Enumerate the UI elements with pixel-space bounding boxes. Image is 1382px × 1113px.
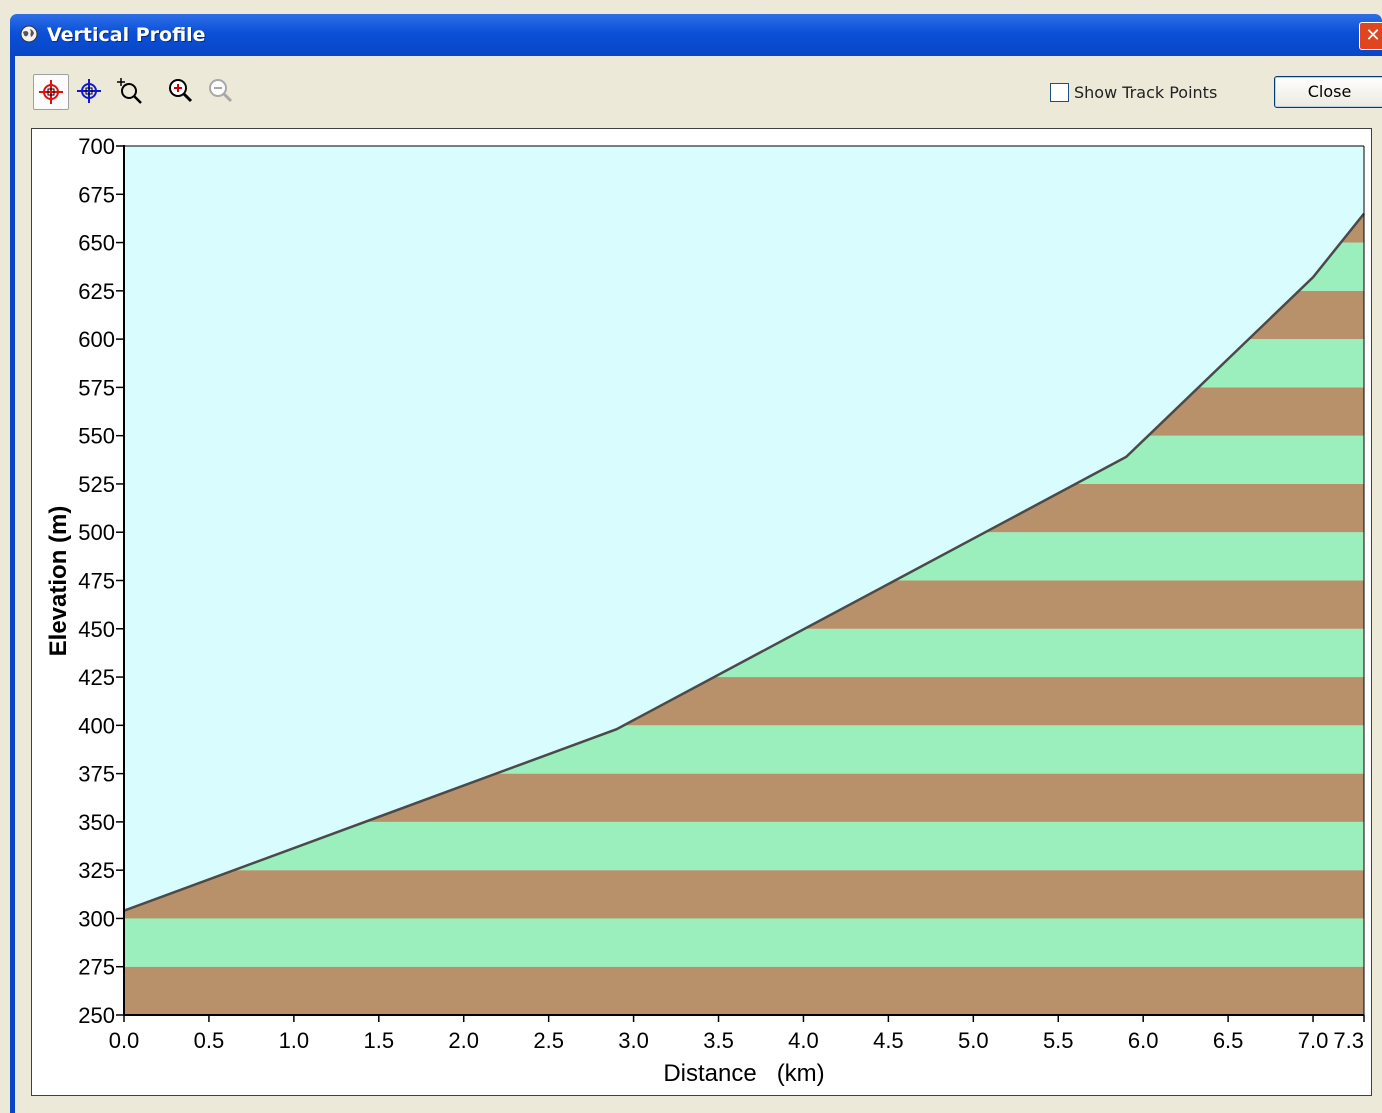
y-tick-label: 600 <box>78 327 115 352</box>
y-tick-label: 550 <box>78 424 115 449</box>
app-globe-icon <box>20 25 38 43</box>
window-frame <box>10 56 15 1113</box>
x-tick-label: 0.5 <box>194 1028 225 1053</box>
elevation-chart: 250 275 300 325 350 375 400 425 450 475 500 525 550 5… <box>45 134 1365 1087</box>
y-tick-label: 575 <box>78 375 115 400</box>
y-tick-label: 350 <box>78 810 115 835</box>
y-tick-label: 625 <box>78 279 115 304</box>
x-tick-label: 4.5 <box>873 1028 904 1053</box>
crosshair-red-icon[interactable] <box>33 74 69 110</box>
y-tick-label: 400 <box>78 713 115 738</box>
x-tick-label: 3.5 <box>703 1028 734 1053</box>
x-axis-ticks: 0.0 0.5 1.0 1.5 2.0 2.5 3.0 3.5 4.0 4.5 5.0 5.5 6.0 6… <box>109 1015 1365 1053</box>
x-tick-label: 7.0 <box>1298 1028 1329 1053</box>
title-bar: Vertical Profile <box>10 14 1382 56</box>
y-tick-label: 525 <box>78 472 115 497</box>
plot-area <box>123 146 1365 1015</box>
y-tick-label: 500 <box>78 520 115 545</box>
x-tick-label: 5.5 <box>1043 1028 1074 1053</box>
y-tick-label: 650 <box>78 231 115 256</box>
profile-line <box>123 212 1365 912</box>
x-tick-label: 4.0 <box>788 1028 819 1053</box>
zoom-in-icon[interactable] <box>163 74 197 108</box>
x-tick-label: 5.0 <box>958 1028 989 1053</box>
y-tick-label: 675 <box>78 182 115 207</box>
x-tick-label: 0.0 <box>109 1028 140 1053</box>
x-tick-label: 1.0 <box>279 1028 310 1053</box>
show-track-points-checkbox[interactable] <box>1050 83 1069 102</box>
y-tick-label: 425 <box>78 665 115 690</box>
x-tick-label: 2.5 <box>533 1028 564 1053</box>
elevation-band <box>124 966 1364 1015</box>
toolbar: Show Track Points Close <box>15 56 1382 126</box>
show-track-points-label: Show Track Points <box>1074 83 1218 102</box>
elevation-band <box>124 870 1364 919</box>
show-track-points-control[interactable]: Show Track Points <box>1050 83 1217 102</box>
y-tick-label: 700 <box>78 134 115 159</box>
elevation-band <box>124 918 1364 967</box>
window-close-icon[interactable]: ✕ <box>1359 22 1382 50</box>
y-axis-ticks: 250 275 300 325 350 375 400 425 450 475 500 525 550 5… <box>78 134 124 1028</box>
x-tick-label: 1.5 <box>363 1028 394 1053</box>
crosshair-blue-icon[interactable] <box>72 74 106 108</box>
window-title: Vertical Profile <box>47 24 206 46</box>
x-tick-label: 2.0 <box>448 1028 479 1053</box>
y-tick-label: 375 <box>78 762 115 787</box>
y-tick-label: 250 <box>78 1003 115 1028</box>
zoom-out-icon[interactable] <box>203 74 237 108</box>
y-tick-label: 300 <box>78 906 115 931</box>
x-tick-label: 6.5 <box>1213 1028 1244 1053</box>
zoom-box-icon[interactable] <box>112 74 146 108</box>
x-tick-label: 7.3 <box>1333 1028 1364 1053</box>
y-tick-label: 325 <box>78 858 115 883</box>
x-tick-label: 3.0 <box>618 1028 649 1053</box>
x-axis-label: Distance (km) <box>663 1060 824 1087</box>
y-axis-label: Elevation (m) <box>45 506 72 657</box>
chart-panel: 250 275 300 325 350 375 400 425 450 475 500 525 550 5… <box>31 128 1372 1096</box>
close-button[interactable]: Close <box>1274 76 1382 108</box>
y-tick-label: 275 <box>78 955 115 980</box>
y-tick-label: 450 <box>78 617 115 642</box>
x-tick-label: 6.0 <box>1128 1028 1159 1053</box>
y-tick-label: 475 <box>78 569 115 594</box>
